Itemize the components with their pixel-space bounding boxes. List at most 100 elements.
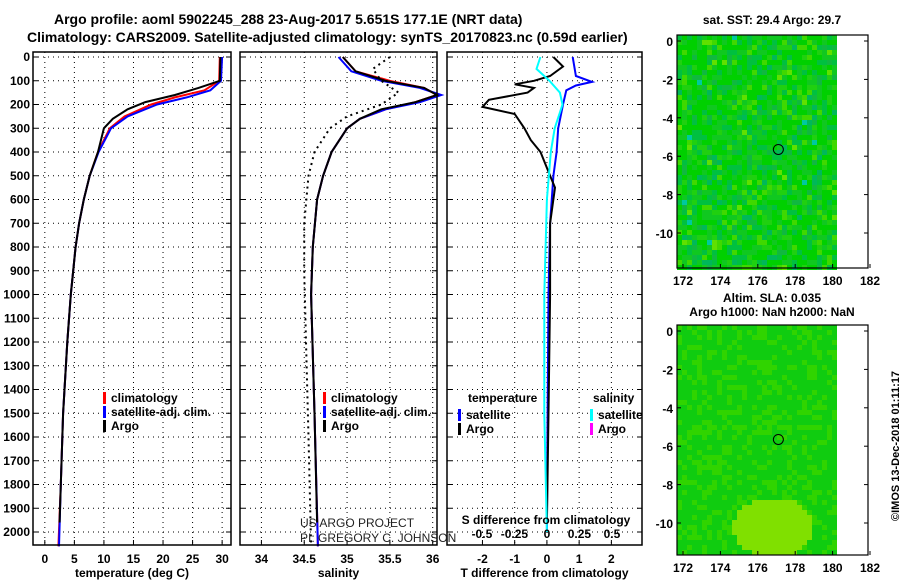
map-pixel [792,215,797,220]
map-pixel [707,505,712,510]
map-pixel [817,50,822,55]
map-pixel [727,50,732,55]
map-pixel [802,325,807,330]
series-line-t-argo [480,56,565,523]
map-pixel [767,60,772,65]
map-pixel [732,480,737,485]
map-pixel [752,200,757,205]
map-pixel [702,335,707,340]
map-pixel [737,65,742,70]
map-pixel [677,125,682,130]
map-pixel [762,150,767,155]
map-pixel [832,75,837,80]
map-y-tick-label: 0 [666,35,673,49]
map-pixel [822,260,827,265]
map-pixel [762,210,767,215]
map-pixel [752,325,757,330]
map-pixel [702,360,707,365]
map-pixel [697,250,702,255]
map-pixel [712,395,717,400]
map-pixel [787,45,792,50]
map-pixel [817,130,822,135]
map-pixel [682,410,687,415]
map-pixel [792,150,797,155]
x-tick-label: 1 [576,552,583,566]
map-pixel [807,495,812,500]
map-pixel [797,40,802,45]
map-pixel [677,340,682,345]
map-pixel [727,435,732,440]
map-pixel [722,420,727,425]
map-frame [676,324,869,556]
map-pixel [817,450,822,455]
map-pixel [732,200,737,205]
map-pixel [827,545,832,550]
map-pixel [817,385,822,390]
map-pixel [697,200,702,205]
map-pixel [752,90,757,95]
map-pixel [702,460,707,465]
map-pixel [767,35,772,40]
legend-label: Argo [598,422,626,436]
map-pixel [802,60,807,65]
map-pixel [782,345,787,350]
map-pixel [702,195,707,200]
map-pixel [812,85,817,90]
map-pixel [767,160,772,165]
map-pixel [732,195,737,200]
map-pixel [687,225,692,230]
map-pixel [692,495,697,500]
map-pixel [717,340,722,345]
map-pixel [722,40,727,45]
map-pixel [802,390,807,395]
map-pixel [832,360,837,365]
map-pixel [822,210,827,215]
map-pixel [792,60,797,65]
map-pixel [827,335,832,340]
map-pixel [677,75,682,80]
map-pixel [767,115,772,120]
map-pixel [812,135,817,140]
map-pixel [737,125,742,130]
map-pixel [787,155,792,160]
map-pixel [747,440,752,445]
map-pixel [717,240,722,245]
map-pixel [707,405,712,410]
map-pixel [732,330,737,335]
map-pixel [717,440,722,445]
map-pixel [762,190,767,195]
map-pixel [782,340,787,345]
map-pixel [752,40,757,45]
map-pixel [787,425,792,430]
map-pixel [782,180,787,185]
map-pixel [792,195,797,200]
map-pixel [792,445,797,450]
map-pixel [702,95,707,100]
map-pixel [702,470,707,475]
map-pixel [822,200,827,205]
map-pixel [797,45,802,50]
map-pixel [772,85,777,90]
map-pixel [822,140,827,145]
y-tick-label: 1100 [4,311,30,325]
map-pixel [797,100,802,105]
map-pixel [757,340,762,345]
map-pixel [792,525,797,530]
map-pixel [787,110,792,115]
map-pixel [767,165,772,170]
map-pixel [727,85,732,90]
map-pixel [752,220,757,225]
map-pixel [722,60,727,65]
map-pixel [687,515,692,520]
map-pixel [787,175,792,180]
map-pixel [777,325,782,330]
map-pixel [832,515,837,520]
y-tick-label: 1600 [3,430,30,444]
map-pixel [817,515,822,520]
map-pixel [812,185,817,190]
map-pixel [767,140,772,145]
map-pixel [717,420,722,425]
map-pixel [707,195,712,200]
map-pixel [712,470,717,475]
